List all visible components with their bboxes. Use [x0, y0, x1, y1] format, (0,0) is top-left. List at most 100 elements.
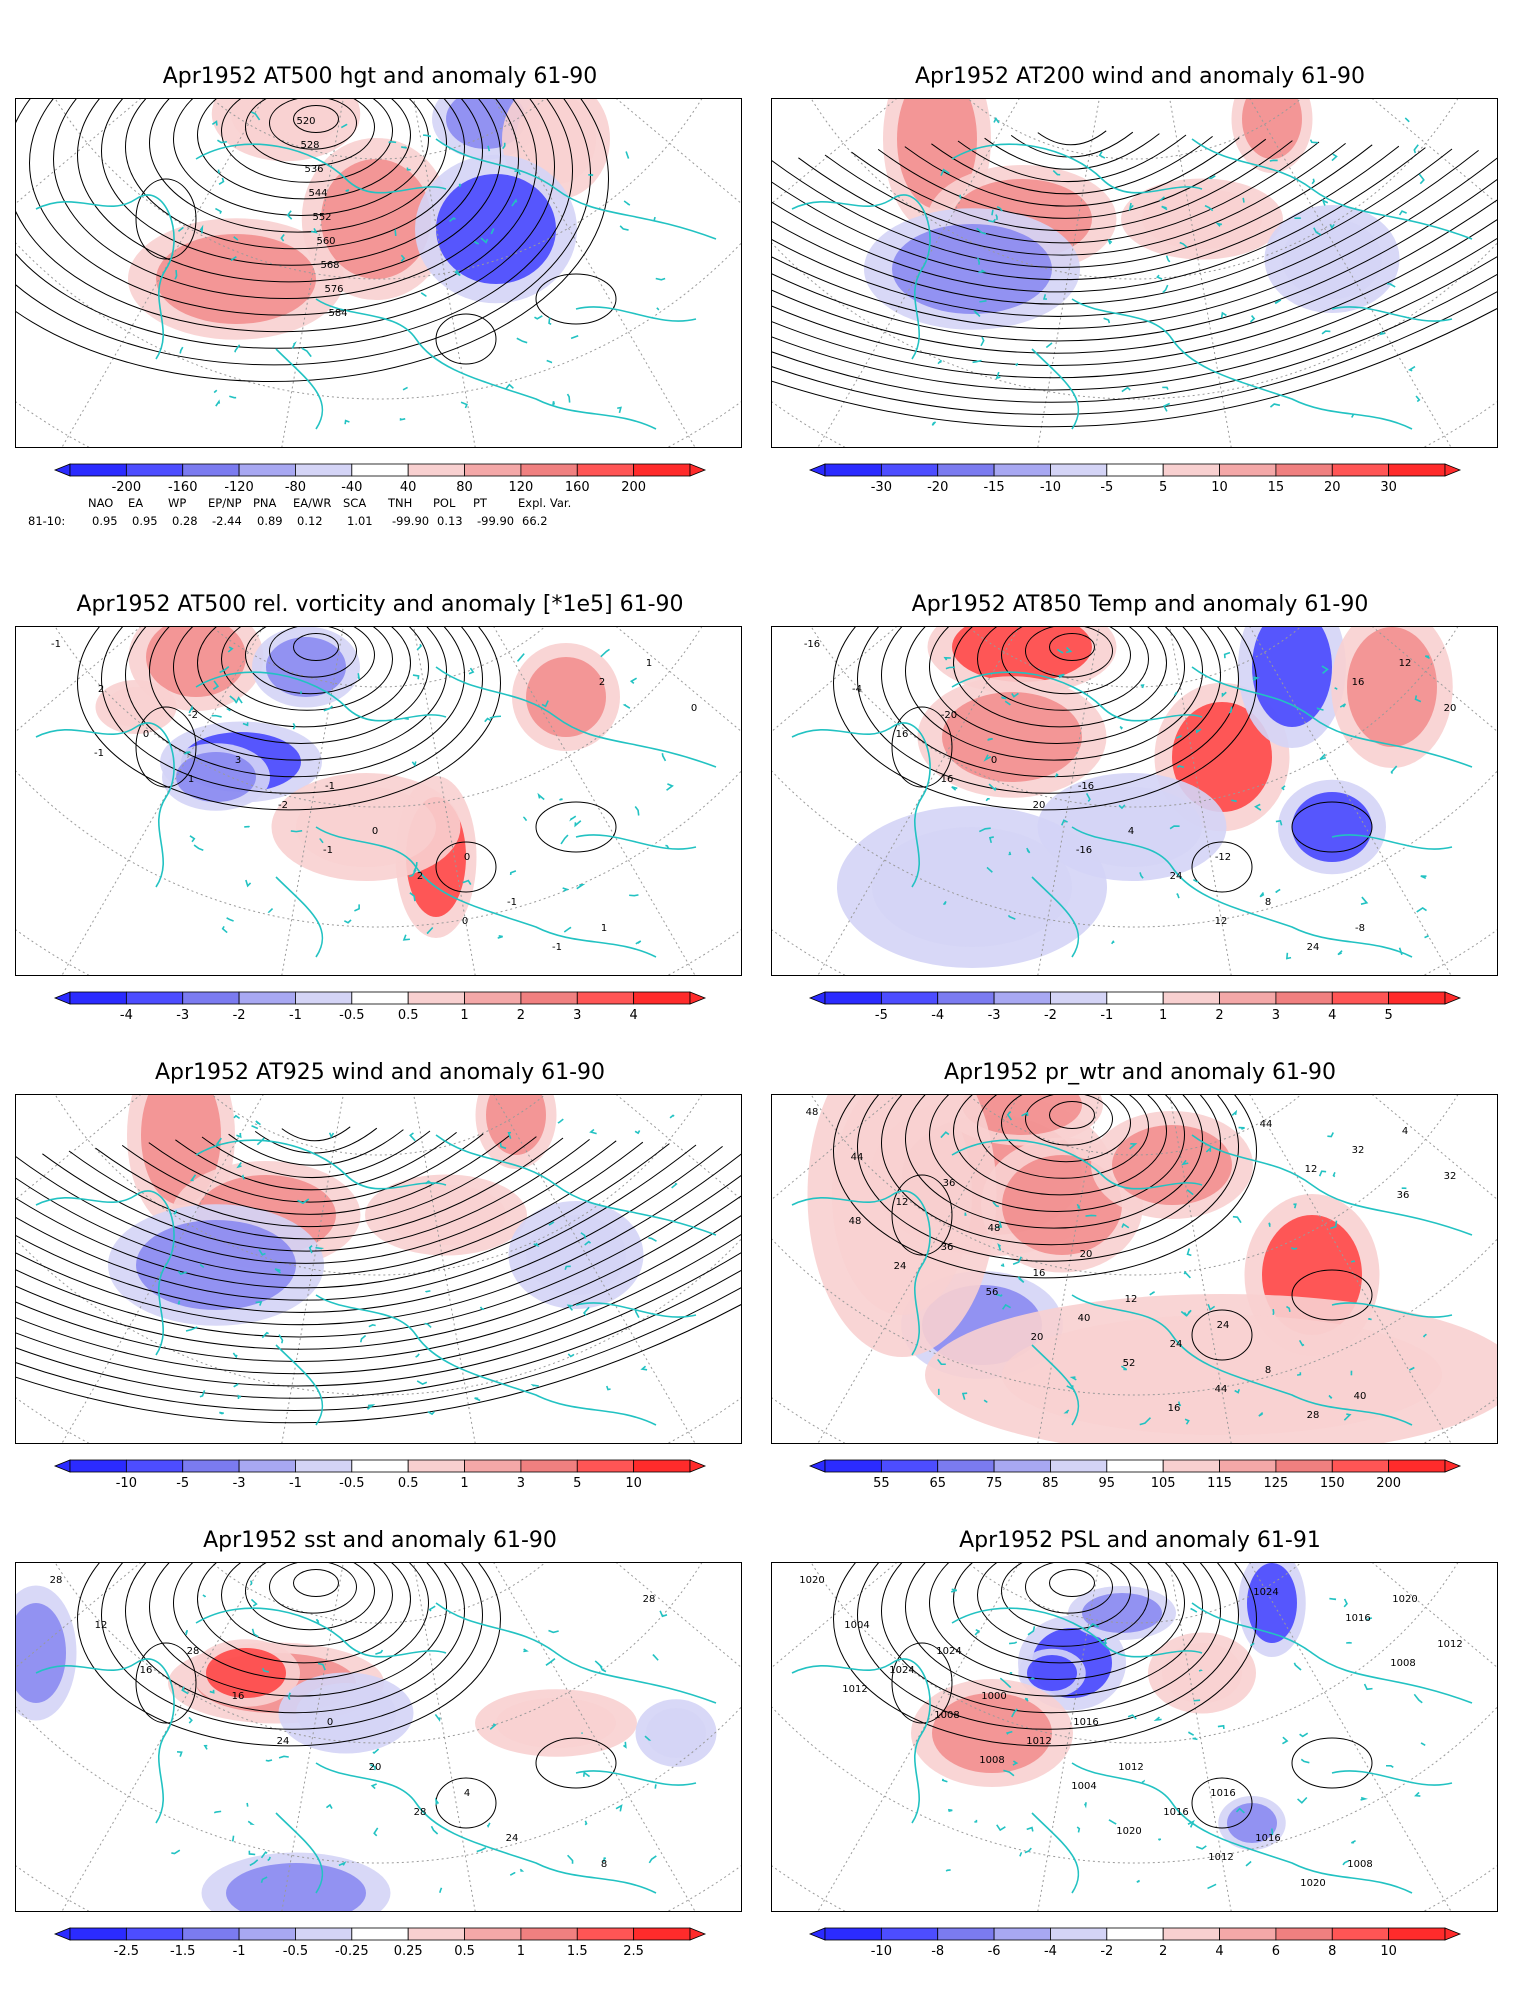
coastline-detail [644, 1735, 652, 1741]
panel-title: Apr1952 AT200 wind and anomaly 61-90 [914, 64, 1366, 89]
contour-labels: 48 36 20 24 40 44 48 12 8 4 12 16 24 28 32 36 40 44 32 48 56… [806, 1107, 1457, 1421]
meridian [493, 1563, 696, 1911]
anomaly-blob [1002, 1155, 1122, 1255]
colorbar-tick-label: 4 [629, 1008, 637, 1023]
colorbar-bin [633, 1459, 691, 1473]
coastline-detail [1007, 914, 1016, 920]
graticule [772, 1095, 1497, 1443]
coastline-detail [1026, 1826, 1034, 1832]
colorbar-bin [238, 1927, 296, 1941]
colorbar-tick-label: -4 [931, 1008, 944, 1023]
coastline-detail [215, 207, 222, 214]
latitude-circle [54, 627, 703, 808]
coastline-detail [489, 1723, 497, 1730]
coastline-detail [1006, 1111, 1013, 1121]
coastline-detail [1249, 315, 1256, 323]
contour-label: 20 [1444, 703, 1457, 714]
coastline-detail [199, 1390, 206, 1398]
coastline-detail [426, 926, 434, 935]
coastline-detail [1056, 648, 1064, 654]
coastline [575, 1770, 697, 1786]
map-frame: -16 -20 -16 -12 -8 -4 0 4 8 12 16 20 24 24 20 16 -16 12 16 [771, 626, 1498, 976]
coastline-detail [1245, 1860, 1252, 1867]
colorbar-bin [182, 463, 240, 477]
contour-label: 536 [304, 164, 323, 175]
contour-label: 0 [691, 703, 697, 714]
contour-label: 1016 [1345, 1613, 1370, 1624]
streamline [16, 1144, 697, 1301]
coastline-detail [1385, 1764, 1394, 1768]
contour-line [1191, 841, 1253, 893]
contour-line [929, 627, 1185, 744]
graticule [772, 1563, 1497, 1911]
anomaly-blob [156, 234, 316, 324]
coastline-detail [1293, 1203, 1297, 1209]
coastline-detail [983, 1399, 988, 1403]
contour-label: 576 [324, 284, 343, 295]
teleconnection-header: PNA [253, 496, 277, 510]
contour-label: 1004 [1071, 1781, 1096, 1792]
colorbar-tick-label: 0.25 [394, 1944, 423, 1959]
meridian [16, 627, 141, 732]
coastline-detail [945, 1869, 951, 1872]
coastline-detail [1108, 1819, 1117, 1825]
contour-line [125, 1563, 465, 1714]
coastline-detail [199, 1263, 205, 1269]
coastline-detail [246, 1802, 249, 1807]
coastline-detail [1414, 695, 1422, 703]
colorbar-bin [1388, 1459, 1446, 1473]
coastline-detail [344, 419, 350, 425]
coastline-detail [1181, 1159, 1189, 1166]
streamline [984, 133, 1160, 170]
coastline [1071, 826, 1413, 958]
streamline [228, 1129, 404, 1166]
anomaly-blob [1002, 1315, 1442, 1435]
coastline-detail [1327, 1132, 1334, 1138]
coastline-detail [1063, 1409, 1070, 1414]
coastline-detail [1165, 255, 1171, 263]
colorbar-tick-label: -2 [1100, 1944, 1113, 1959]
meridian [1037, 1563, 1100, 1911]
coastline-detail [416, 1380, 428, 1385]
colorbar-tick-label: 2 [517, 1008, 525, 1023]
contour-label: 24 [506, 1833, 519, 1844]
contour-label: -16 [1076, 845, 1092, 856]
contour-label: -4 [852, 684, 862, 695]
streamline [772, 144, 1373, 268]
colorbar-tick-label: -2.5 [114, 1944, 139, 1959]
coastline-detail [1331, 153, 1338, 162]
contour-label: -1 [94, 748, 104, 759]
coastline-detail [973, 310, 981, 317]
colorbar-bin [993, 991, 1051, 1005]
latitude-circle [16, 1238, 741, 1396]
colorbar-arrow-right [1444, 1459, 1462, 1473]
contour-line [29, 99, 537, 316]
contour-line [857, 1563, 1239, 1730]
colorbar-bin [125, 463, 184, 477]
coastline-detail [1186, 1248, 1192, 1257]
map-frame: 48 36 20 24 40 44 48 12 8 4 12 16 24 28 32 36 40 44 32 48 56… [771, 1094, 1498, 1444]
contour-line [1025, 1095, 1113, 1146]
coastline-detail [1011, 692, 1019, 698]
meridian [616, 1095, 741, 1200]
coastline [315, 298, 657, 430]
colorbar-tick-label: -80 [285, 480, 306, 495]
coastline-detail [1139, 1417, 1152, 1426]
latitude-circle [772, 242, 1497, 400]
colorbar-bin [351, 463, 409, 477]
latitude-circle [54, 1095, 703, 1276]
coastline-detail [454, 269, 461, 277]
colorbar-bin [182, 1459, 240, 1473]
coastline [1191, 1134, 1473, 1236]
colorbar-tick-label: -30 [871, 480, 892, 495]
contour-label: 1008 [1347, 1859, 1372, 1870]
coastline-detail [659, 1610, 668, 1618]
coastline-detail [617, 406, 622, 414]
meridian [1372, 99, 1497, 204]
colorbar-bin [69, 991, 127, 1005]
coastline-detail [666, 783, 674, 791]
coastline-detail [988, 783, 997, 792]
coastline-detail [505, 383, 514, 390]
coastline-detail [315, 1618, 320, 1624]
coastline-detail [260, 1851, 268, 1859]
